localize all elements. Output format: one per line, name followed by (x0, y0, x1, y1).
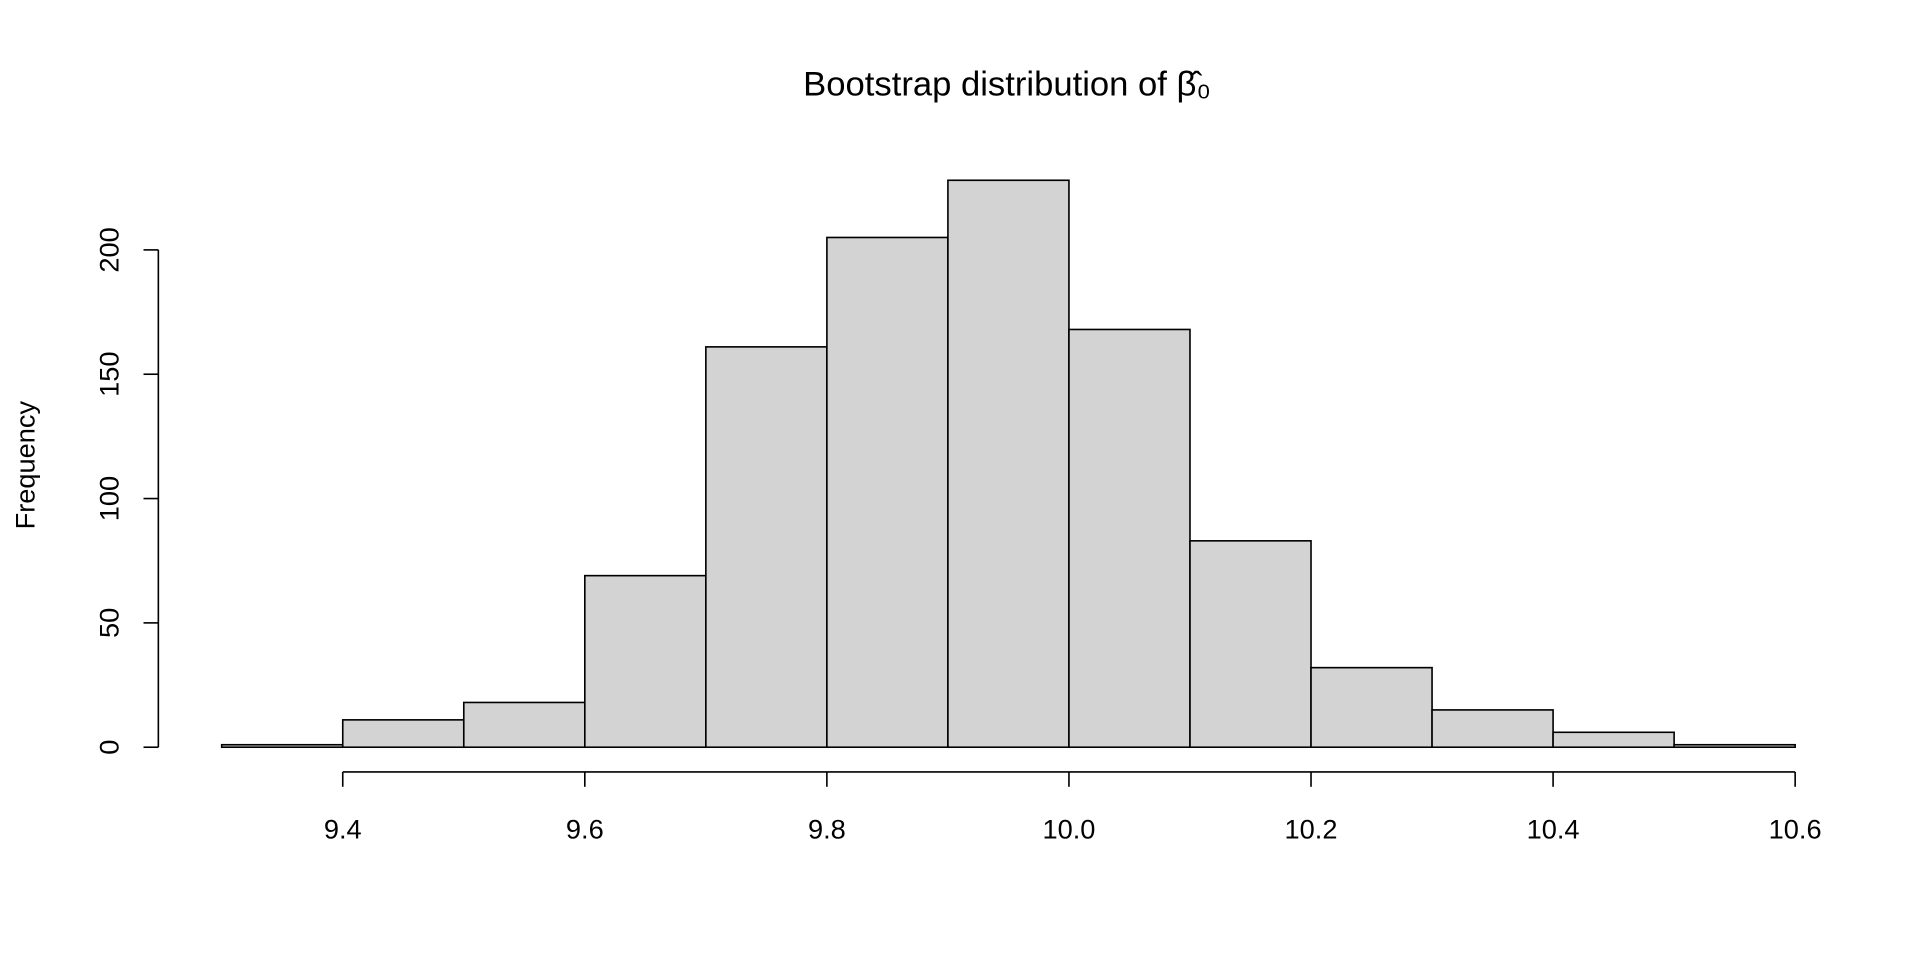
y-tick-label: 100 (94, 476, 125, 521)
bar (705, 346, 828, 749)
bar (1189, 540, 1312, 749)
y-tick-label: 200 (94, 227, 125, 272)
y-tick-label: 150 (94, 352, 125, 397)
bar (1673, 743, 1796, 749)
bar (947, 179, 1070, 749)
x-tick-label: 9.6 (566, 814, 604, 845)
bar (1310, 666, 1433, 749)
bar (1068, 328, 1191, 749)
x-tick-label: 9.4 (324, 814, 362, 845)
chart-title: Bootstrap distribution of β̂₀ (803, 66, 1211, 104)
x-tick-label: 10.0 (1042, 814, 1095, 845)
bar (826, 236, 949, 749)
bar (1431, 709, 1554, 749)
x-tick-label: 10.2 (1285, 814, 1338, 845)
y-axis-label: Frequency (9, 400, 40, 529)
x-tick-label: 9.8 (808, 814, 846, 845)
x-tick-label: 10.4 (1527, 814, 1580, 845)
bar (1552, 731, 1675, 749)
x-tick-label: 10.6 (1769, 814, 1822, 845)
y-tick-label: 50 (94, 608, 125, 638)
bar (220, 743, 344, 749)
y-tick-label: 0 (94, 740, 125, 755)
bar (584, 574, 707, 749)
bar (462, 701, 586, 749)
bar (341, 719, 465, 749)
